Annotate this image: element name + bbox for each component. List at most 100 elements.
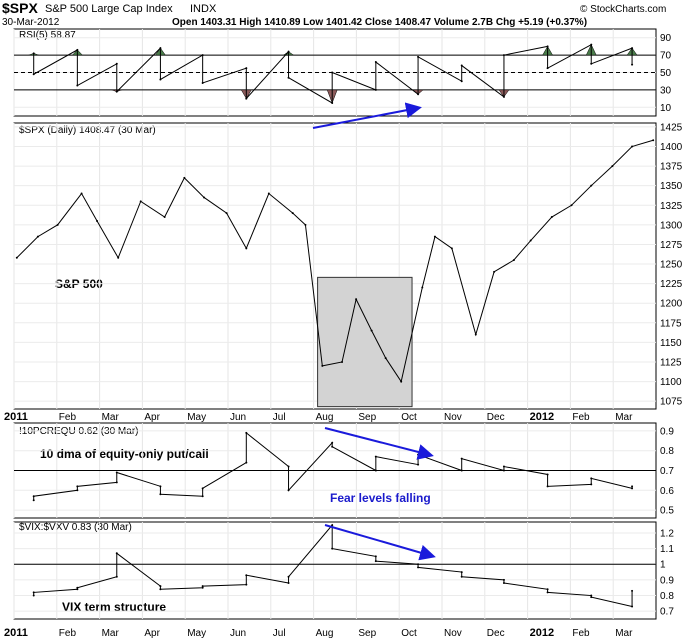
price-data-point [529, 239, 532, 242]
vix-term-data-point [502, 578, 505, 581]
price-data-point [570, 204, 573, 207]
put-call-data-point [460, 457, 463, 460]
arrows-layer [312, 102, 436, 561]
x-tick-label: Mar [102, 628, 120, 639]
price-data-point [474, 333, 477, 336]
price-data-point [370, 329, 373, 332]
put-call-data-point [115, 481, 118, 484]
rsi-data-point [159, 47, 162, 50]
put-call-data-point [76, 489, 79, 492]
price-data-point [652, 139, 655, 142]
rsi-data-point [374, 88, 377, 91]
vix-term-data-point [590, 596, 593, 599]
y-tick-label: 1275 [660, 240, 683, 251]
put-call-data-point [201, 495, 204, 498]
put-call-data-point [631, 487, 634, 490]
vix-term-data-point [32, 594, 35, 597]
x-tick-label: Jul [273, 628, 286, 639]
y-tick-label: 1125 [660, 357, 682, 368]
price-data-point [304, 223, 307, 226]
vix-term-data-point [159, 588, 162, 591]
x-tick-label: Feb [572, 628, 590, 639]
x-tick-label: Dec [487, 628, 505, 639]
y-tick-label: 0.9 [660, 426, 674, 437]
put-call-data-point [287, 489, 290, 492]
vix-term-data-point [502, 582, 505, 585]
annotation-arrow [324, 427, 434, 460]
y-tick-label: 1425 [660, 122, 683, 133]
price-data-point [80, 192, 83, 195]
rsi-data-point [32, 52, 35, 55]
put-call-data-point [546, 473, 549, 476]
price-data-point [450, 247, 453, 250]
chart-index-name: S&P 500 Large Cap Index [45, 3, 173, 15]
vix-term-data-point [201, 585, 204, 588]
put-call-data-point [502, 469, 505, 472]
x-tick-label: Sep [358, 628, 376, 639]
x-tick-label: May [187, 628, 206, 639]
put-call-data-point [287, 465, 290, 468]
rsi-data-point [546, 45, 549, 48]
x-tick-label: Sep [358, 412, 376, 423]
y-tick-label: 1 [660, 560, 666, 571]
x-tick-label: Apr [144, 412, 160, 423]
x-tick-label: Apr [144, 628, 160, 639]
price-data-point [163, 216, 166, 219]
rsi-data-point [331, 71, 334, 74]
vix-term-data-point [201, 586, 204, 589]
put-call-data-point [245, 431, 248, 434]
y-tick-label: 90 [660, 33, 672, 44]
ticks-layer: 9070503010142514001375135013251300127512… [4, 33, 683, 639]
put-call-data-point [374, 455, 377, 458]
put-call-data-point [32, 495, 35, 498]
vix-term-data-point [331, 547, 334, 550]
vix-term-data-point [374, 560, 377, 563]
rsi-data-point [287, 76, 290, 79]
y-tick-label: 1250 [660, 260, 683, 271]
put-call-data-point [546, 485, 549, 488]
highlight-layer [317, 276, 413, 408]
vix-term-data-point [546, 588, 549, 591]
rsi-data-point [32, 73, 35, 76]
rsi-data-point [460, 64, 463, 67]
price-data-point [400, 380, 403, 383]
y-tick-label: 0.9 [660, 575, 674, 586]
rsi-data-point [159, 78, 162, 81]
putcall-title: !10PCREQU 0.62 (30 Mar) [19, 426, 139, 437]
y-tick-label: 1375 [660, 162, 683, 173]
vix-term-data-point [32, 591, 35, 594]
vix-panel [13, 521, 657, 620]
price-data-point [631, 145, 634, 148]
vix-series-label: VIX term structure [62, 600, 166, 614]
price-data-point [321, 364, 324, 367]
put-call-series-line [33, 431, 633, 501]
series-layer [15, 43, 655, 608]
y-tick-label: 10 [660, 103, 672, 114]
y-tick-label: 1100 [660, 377, 682, 388]
price-data-point [225, 212, 228, 215]
y-tick-label: 1.1 [660, 544, 674, 555]
price-data-point [245, 247, 248, 250]
y-tick-label: 1225 [660, 279, 683, 290]
rsi-data-point [417, 55, 420, 58]
put-call-data-point [374, 469, 377, 472]
y-tick-label: 50 [660, 68, 672, 79]
rsi-data-point [245, 97, 248, 100]
x-tick-label: Mar [615, 628, 633, 639]
price-series-line [16, 139, 654, 383]
rsi-data-point [460, 80, 463, 83]
price-data-point [355, 298, 358, 301]
rsi-data-point [502, 95, 505, 98]
y-tick-label: 0.6 [660, 486, 674, 497]
price-data-point [421, 286, 424, 289]
price-data-point [139, 200, 142, 203]
price-data-point [550, 216, 553, 219]
x-tick-label: Nov [444, 628, 462, 639]
y-tick-label: 1300 [660, 220, 683, 231]
put-call-data-point [76, 485, 79, 488]
vix-term-data-point [115, 575, 118, 578]
put-call-data-point [32, 499, 35, 502]
vix-term-data-point [460, 571, 463, 574]
put-call-data-point [631, 485, 634, 488]
